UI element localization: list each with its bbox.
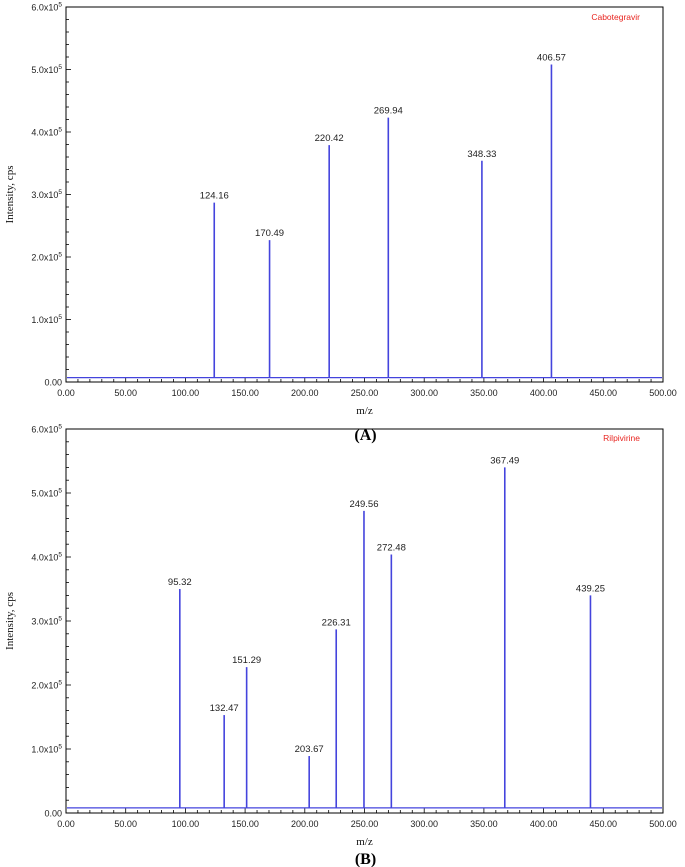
peak-label: 367.49 xyxy=(490,455,519,466)
y-axis-title: Intensity, cps xyxy=(4,592,16,650)
x-axis-title: m/z xyxy=(356,836,373,848)
x-axis-title: m/z xyxy=(356,405,373,417)
peak-label: 406.57 xyxy=(537,53,566,64)
x-tick-label: 500.00 xyxy=(649,388,677,398)
x-tick-label: 0.00 xyxy=(57,388,75,398)
x-tick-label: 200.00 xyxy=(291,388,319,398)
x-tick-label: 350.00 xyxy=(470,388,498,398)
y-tick-label: 0.00 xyxy=(44,809,62,819)
x-tick-label: 350.00 xyxy=(470,819,498,829)
x-tick-label: 150.00 xyxy=(231,819,259,829)
x-tick-label: 500.00 xyxy=(649,819,677,829)
y-tick-label: 2.0x105 xyxy=(31,680,62,691)
y-tick-label: 1.0x105 xyxy=(31,744,62,755)
x-tick-label: 50.00 xyxy=(114,388,137,398)
x-tick-label: 400.00 xyxy=(530,819,558,829)
panel-label: (B) xyxy=(355,851,376,867)
x-tick-label: 50.00 xyxy=(114,819,137,829)
peak-label: 95.32 xyxy=(168,577,192,588)
y-tick-label: 1.0x105 xyxy=(31,314,62,325)
x-tick-label: 250.00 xyxy=(351,819,379,829)
peak-label: 220.42 xyxy=(315,133,344,144)
y-tick-label: 2.0x105 xyxy=(31,252,62,263)
x-tick-label: 250.00 xyxy=(351,388,379,398)
x-tick-label: 0.00 xyxy=(57,819,75,829)
peak-label: 170.49 xyxy=(255,228,284,239)
y-tick-label: 5.0x105 xyxy=(31,64,62,75)
y-tick-label: 3.0x105 xyxy=(31,616,62,627)
x-tick-label: 100.00 xyxy=(172,388,200,398)
x-tick-label: 150.00 xyxy=(231,388,259,398)
peak-label: 226.31 xyxy=(322,617,351,628)
y-tick-label: 0.00 xyxy=(44,378,62,388)
peak-label: 439.25 xyxy=(576,583,605,594)
y-tick-label: 6.0x105 xyxy=(31,424,62,435)
y-tick-label: 6.0x105 xyxy=(31,2,62,13)
spectrum-panel-b: 0.00 50.00 100.00 150.00 200.00 250.00 300.00 3… xyxy=(4,424,677,867)
x-tick-label: 400.00 xyxy=(530,388,558,398)
panel-label: (A) xyxy=(354,427,376,444)
compound-label: Cabotegravir xyxy=(591,12,640,22)
plot-frame xyxy=(65,6,664,383)
peak-label: 269.94 xyxy=(374,106,403,117)
y-tick-label: 3.0x105 xyxy=(31,189,62,200)
x-tick-label: 300.00 xyxy=(410,388,438,398)
peak-label: 132.47 xyxy=(210,703,239,714)
spectrum-panel-a: 0.00 50.00 100.00 150.00 200.00 250.00 300.00 3… xyxy=(4,2,677,445)
peak-label: 348.33 xyxy=(467,149,496,160)
y-axis-title: Intensity, cps xyxy=(4,166,16,224)
x-tick-label: 450.00 xyxy=(590,819,618,829)
x-tick-label: 200.00 xyxy=(291,819,319,829)
peak-label: 203.67 xyxy=(295,744,324,755)
x-tick-label: 300.00 xyxy=(410,819,438,829)
peak-label: 124.16 xyxy=(200,191,229,202)
y-tick-label: 4.0x105 xyxy=(31,552,62,563)
peak-label: 272.48 xyxy=(377,542,406,553)
x-tick-label: 450.00 xyxy=(590,388,618,398)
y-tick-label: 4.0x105 xyxy=(31,127,62,138)
compound-label: Rilpivirine xyxy=(603,433,640,443)
x-tick-label: 100.00 xyxy=(172,819,200,829)
peak-label: 151.29 xyxy=(232,655,261,666)
peak-label: 249.56 xyxy=(349,499,378,510)
y-tick-label: 5.0x105 xyxy=(31,488,62,499)
